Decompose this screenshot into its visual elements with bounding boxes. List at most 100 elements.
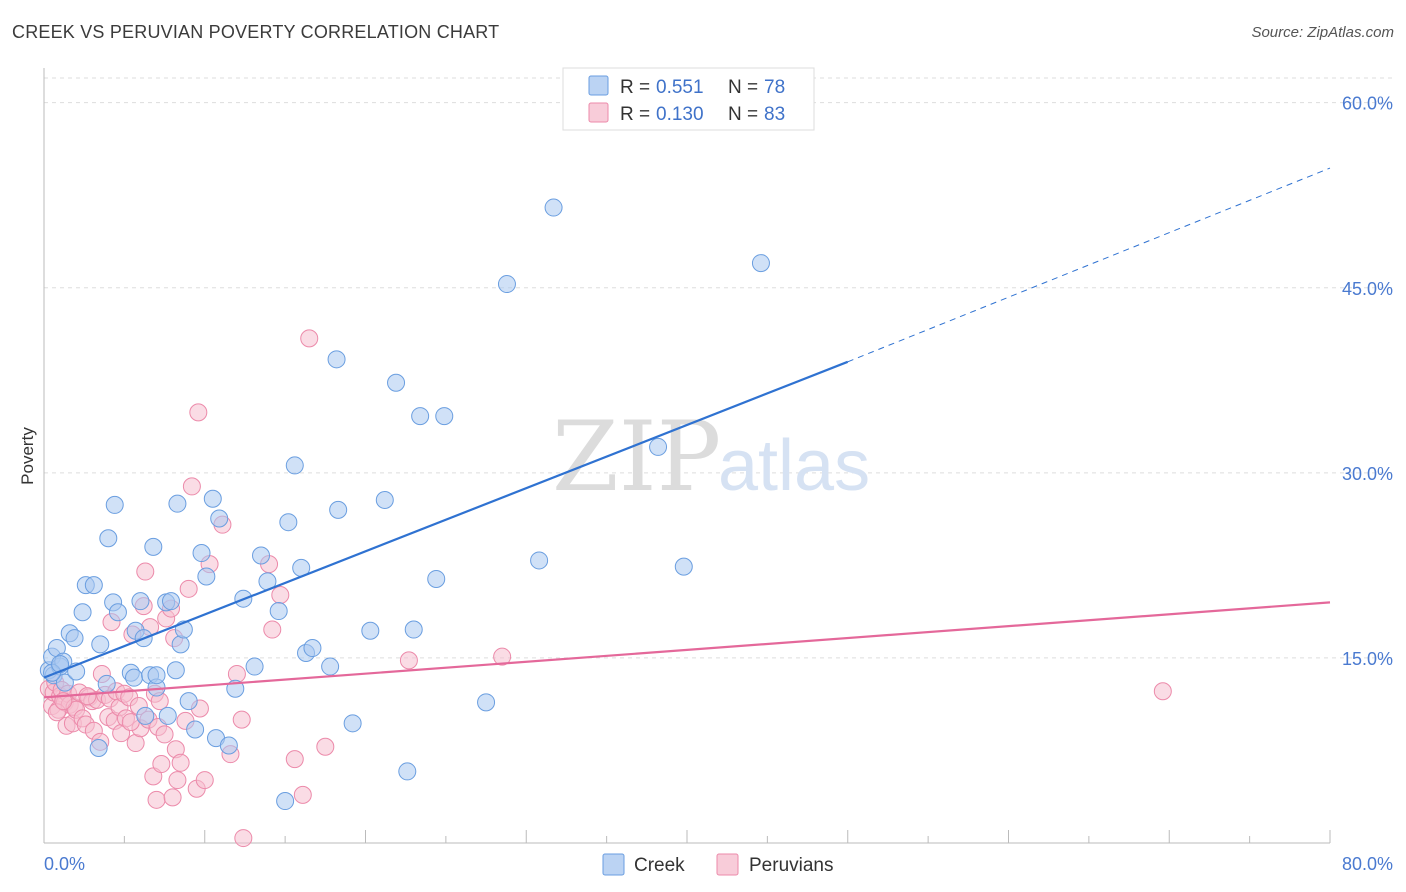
peruvians-point bbox=[136, 562, 155, 581]
peruvians-point bbox=[493, 647, 512, 666]
creek-point bbox=[427, 569, 446, 588]
creek-point bbox=[327, 350, 346, 369]
creek-point bbox=[303, 639, 322, 658]
creek-point bbox=[97, 674, 116, 693]
peruvians-point bbox=[285, 750, 304, 769]
watermark-zip: ZIP bbox=[552, 401, 721, 513]
creek-point bbox=[411, 407, 430, 426]
creek-point bbox=[361, 621, 380, 640]
peruvians-trend-line bbox=[43, 601, 1331, 699]
creek-point bbox=[131, 592, 150, 611]
legend-creek-r-label: R = bbox=[620, 77, 650, 98]
creek-point bbox=[321, 657, 340, 676]
x-tick-label-min: 0.0% bbox=[44, 854, 85, 874]
peruvians-point bbox=[316, 737, 335, 756]
creek-point bbox=[144, 537, 163, 556]
watermark: ZIP atlas bbox=[552, 401, 870, 513]
peruvians-point bbox=[234, 829, 253, 848]
grid-lines bbox=[44, 77, 1392, 659]
legend-peruvians-swatch bbox=[588, 102, 609, 123]
creek-point bbox=[158, 706, 177, 725]
creek-point bbox=[84, 576, 103, 595]
creek-point bbox=[105, 495, 124, 514]
creek-point bbox=[751, 254, 770, 273]
creek-point bbox=[544, 198, 563, 217]
creek-point bbox=[99, 529, 118, 548]
creek-point bbox=[285, 456, 304, 475]
peruvians-point bbox=[147, 790, 166, 809]
watermark-atlas: atlas bbox=[718, 426, 870, 506]
creek-point bbox=[125, 668, 144, 687]
peruvians-point bbox=[168, 771, 187, 790]
creek-point bbox=[276, 792, 295, 811]
creek-point bbox=[186, 720, 205, 739]
y-tick-label: 45.0% bbox=[1342, 279, 1393, 299]
peruvians-point bbox=[152, 755, 171, 774]
peruvians-point bbox=[195, 771, 214, 790]
creek-point bbox=[203, 489, 222, 508]
legend-creek-n-label: N = bbox=[728, 77, 758, 98]
creek-point bbox=[192, 544, 211, 563]
y-tick-label: 60.0% bbox=[1342, 94, 1393, 114]
legend-creek-swatch bbox=[588, 75, 609, 96]
peruvians-point bbox=[263, 620, 282, 639]
creek-point bbox=[161, 592, 180, 611]
x-tick-labels: 0.0% 80.0% bbox=[44, 854, 1393, 874]
trend-lines bbox=[43, 167, 1331, 699]
peruvians-point bbox=[189, 403, 208, 422]
creek-point bbox=[210, 509, 229, 528]
chart-title: CREEK VS PERUVIAN POVERTY CORRELATION CH… bbox=[12, 22, 500, 42]
peruvians-point bbox=[300, 329, 319, 348]
peruvians-point bbox=[171, 753, 190, 772]
peruvians-point bbox=[1153, 682, 1172, 701]
creek-trend-extension bbox=[847, 167, 1331, 363]
y-tick-labels: 15.0% 30.0% 45.0% 60.0% bbox=[1342, 94, 1393, 669]
legend-peruvians-n-label: N = bbox=[728, 104, 758, 125]
creek-point bbox=[55, 673, 74, 692]
legend-peruvians-n-value: 83 bbox=[764, 104, 785, 125]
creek-point bbox=[166, 661, 185, 680]
creek-point bbox=[269, 602, 288, 621]
creek-point bbox=[65, 629, 84, 648]
peruvians-point bbox=[232, 710, 251, 729]
legend-peruvians-r-label: R = bbox=[620, 104, 650, 125]
creek-point bbox=[168, 494, 187, 513]
creek-point bbox=[649, 437, 668, 456]
x-tick-label-max: 80.0% bbox=[1342, 854, 1393, 874]
creek-point bbox=[91, 635, 110, 654]
creek-point bbox=[387, 373, 406, 392]
stats-legend: R = 0.551 N = 78 R = 0.130 N = 83 bbox=[562, 67, 815, 131]
creek-point bbox=[279, 513, 298, 532]
legend-creek-n-value: 78 bbox=[764, 77, 785, 98]
creek-point bbox=[89, 738, 108, 757]
creek-point bbox=[219, 736, 238, 755]
creek-point bbox=[73, 603, 92, 622]
creek-point bbox=[51, 655, 70, 674]
creek-point bbox=[674, 557, 693, 576]
creek-point bbox=[435, 407, 454, 426]
creek-point bbox=[171, 635, 190, 654]
creek-point bbox=[497, 275, 516, 294]
peruvians-point bbox=[227, 664, 246, 683]
creek-point bbox=[245, 657, 264, 676]
creek-point bbox=[477, 693, 496, 712]
creek-point bbox=[197, 567, 216, 586]
peruvians-point bbox=[155, 725, 174, 744]
peruvians-point bbox=[179, 579, 198, 598]
legend-creek-r-value: 0.551 bbox=[656, 77, 704, 98]
creek-point bbox=[329, 500, 348, 519]
creek-point bbox=[375, 490, 394, 509]
bottom-legend-peruvians-swatch bbox=[716, 853, 739, 876]
peruvians-point bbox=[271, 585, 290, 604]
creek-point bbox=[147, 666, 166, 685]
peruvians-point bbox=[163, 788, 182, 807]
peruvians-point bbox=[399, 651, 418, 670]
creek-point bbox=[136, 706, 155, 725]
legend-peruvians-r-value: 0.130 bbox=[656, 104, 704, 125]
source-text: Source: ZipAtlas.com bbox=[1251, 24, 1394, 41]
peruvians-point bbox=[293, 785, 312, 804]
peruvians-point bbox=[78, 687, 97, 706]
creek-point bbox=[343, 714, 362, 733]
creek-point bbox=[179, 692, 198, 711]
